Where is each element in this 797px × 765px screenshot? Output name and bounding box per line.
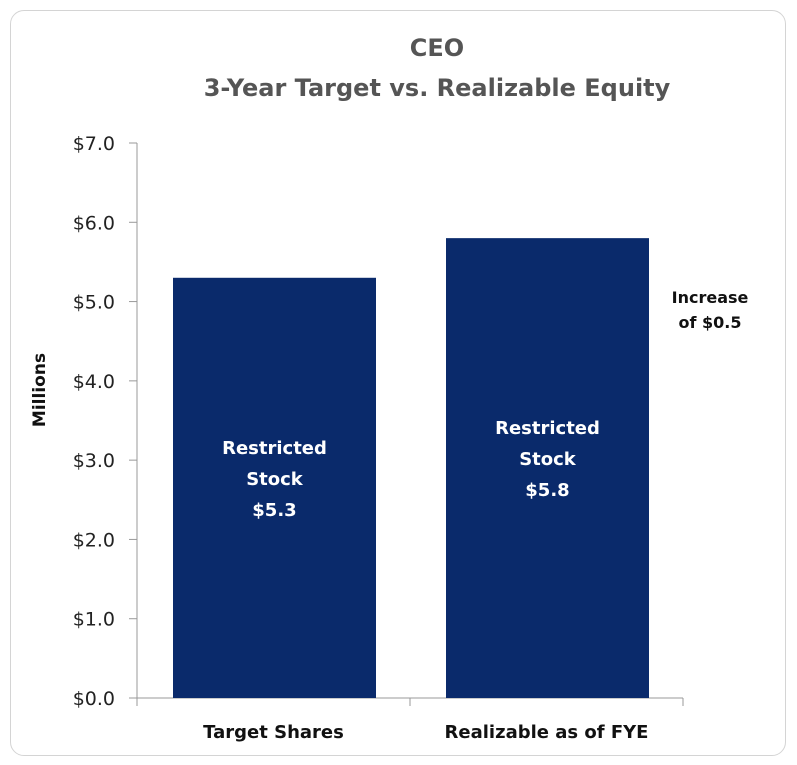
y-tick-label: $4.0 [73,371,115,393]
y-tick-label: $3.0 [73,450,115,472]
y-tick-label: $0.0 [73,688,115,710]
bar-data-label: Stock [519,449,577,470]
y-tick-label: $7.0 [73,133,115,155]
chart-card [10,10,786,756]
increase-annotation: Increase [672,288,749,307]
y-tick-label: $5.0 [73,292,115,314]
bar-data-label: $5.3 [252,500,296,521]
x-tick-label: Target Shares [203,722,344,743]
y-tick-label: $2.0 [73,529,115,551]
chart-title-line2: 3-Year Target vs. Realizable Equity [203,74,671,102]
y-tick-label: $1.0 [73,609,115,631]
y-axis-label: Millions [30,353,50,427]
bar-2 [446,238,649,698]
bar-data-label: Stock [246,469,304,490]
bar-1 [173,277,376,698]
x-tick-label: Realizable as of FYE [445,722,649,743]
bar-data-label: Restricted [222,438,327,459]
increase-annotation: of $0.5 [679,313,742,332]
chart-title-line1: CEO [409,34,465,62]
y-tick-label: $6.0 [73,212,115,234]
bar-data-label: $5.8 [525,480,569,501]
bar-data-label: Restricted [495,418,600,439]
